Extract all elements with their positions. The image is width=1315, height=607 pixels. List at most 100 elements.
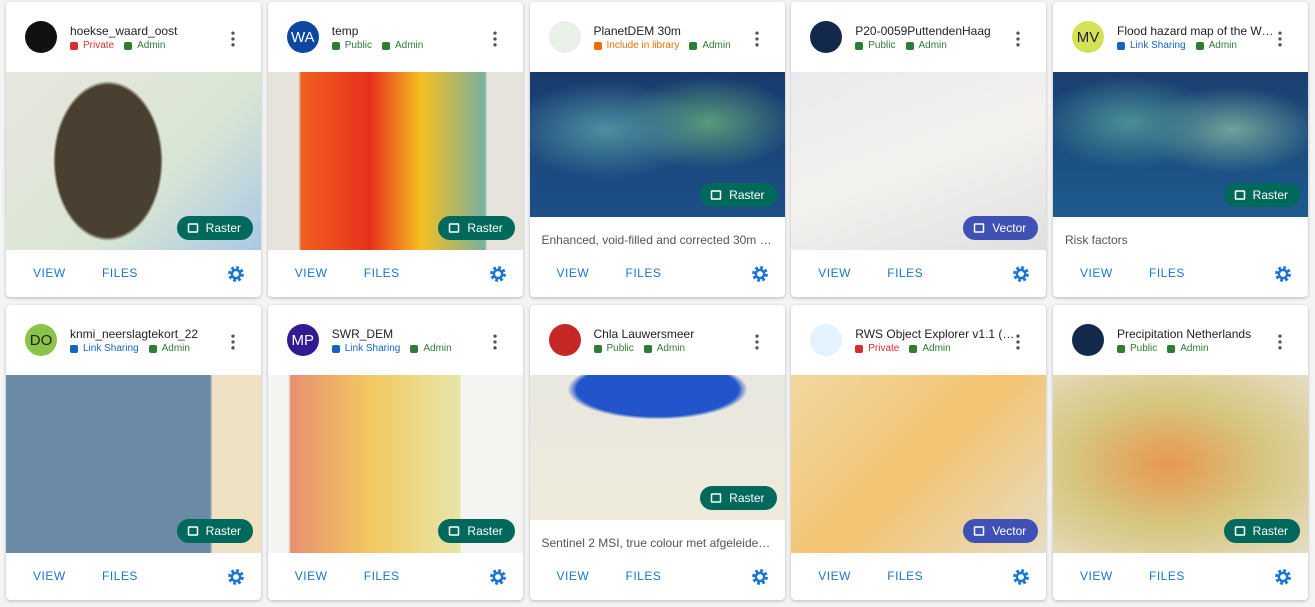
type-label: Raster [1252, 524, 1288, 538]
badge: Link Sharing [70, 343, 139, 354]
menu-button[interactable] [485, 332, 505, 352]
badge-icon [1117, 344, 1125, 353]
avatar: MV [1072, 21, 1104, 53]
settings-button[interactable] [1273, 264, 1293, 284]
card-header: MV Flood hazard map of the World Link Shar… [1053, 2, 1308, 72]
badge-icon [1195, 41, 1204, 50]
badge-icon [593, 41, 602, 50]
action-button[interactable]: VIEW [556, 266, 590, 280]
card-header: Chla Lauwersmeer Public Admin [530, 305, 785, 375]
thumbnail: Raster [267, 72, 523, 250]
action-button[interactable]: VIEW [33, 569, 66, 583]
type-chip: Raster [176, 216, 253, 240]
description: Risk factors [1065, 233, 1128, 247]
settings-button[interactable] [226, 567, 246, 587]
action-button[interactable]: FILES [887, 569, 924, 583]
badge-label: Link Sharing [83, 343, 139, 354]
thumbnail: Raster [529, 72, 785, 217]
badge-icon [331, 41, 340, 50]
thumbnail: Raster [529, 375, 785, 520]
card-actions: VIEW FILES [1053, 552, 1308, 600]
description: Sentinel 2 MSI, true colour met afgeleid… [541, 536, 785, 550]
badge: Admin [689, 40, 731, 51]
action-button[interactable]: FILES [363, 569, 400, 583]
action-button[interactable]: VIEW [556, 569, 590, 583]
card-header: WA temp Public Admin [268, 2, 523, 72]
card-actions: VIEW FILES [268, 552, 523, 600]
type-chip: Raster [176, 519, 253, 543]
action-button[interactable]: FILES [102, 266, 138, 280]
badge-label: Public [344, 40, 372, 51]
badge: Public [855, 40, 896, 51]
badges: Include in library Admin [593, 40, 764, 51]
action-button[interactable]: VIEW [294, 569, 328, 583]
badge-icon [689, 41, 698, 50]
thumbnail: Vector [791, 375, 1047, 553]
badge-label: Public [1130, 343, 1158, 354]
menu-button[interactable] [747, 29, 767, 49]
action-button[interactable]: FILES [625, 569, 662, 583]
action-button[interactable]: VIEW [818, 569, 851, 583]
card: MV Flood hazard map of the World Link Shar… [1053, 2, 1308, 297]
menu-button[interactable] [223, 29, 243, 49]
badge-icon [909, 344, 918, 353]
badge-label: Admin [1180, 343, 1209, 354]
settings-button[interactable] [226, 264, 246, 284]
settings-button[interactable] [488, 567, 508, 587]
settings-button[interactable] [1011, 264, 1031, 284]
badges: Public Admin [855, 40, 1025, 51]
settings-button[interactable] [1273, 567, 1293, 587]
type-icon [1234, 526, 1245, 536]
type-icon [973, 223, 985, 233]
badge-icon [124, 41, 133, 50]
avatar [548, 21, 581, 53]
action-button[interactable]: FILES [625, 266, 662, 280]
type-chip: Raster [438, 519, 515, 543]
badge-icon [148, 344, 157, 353]
badges: Private Admin [855, 343, 1025, 354]
action-button[interactable]: VIEW [1080, 569, 1113, 583]
type-chip: Raster [700, 183, 777, 207]
badge-label: Admin [161, 343, 190, 354]
badge: Admin [148, 343, 190, 354]
badges: Public Admin [331, 40, 502, 51]
menu-button[interactable] [747, 332, 767, 352]
badge-label: Admin [395, 40, 424, 51]
action-button[interactable]: FILES [102, 569, 138, 583]
action-button[interactable]: FILES [887, 266, 924, 280]
menu-button[interactable] [1270, 332, 1290, 352]
badge-icon [1167, 344, 1176, 353]
badge: Admin [124, 40, 165, 51]
card-header: MP SWR_DEM Link Sharing Admin [268, 305, 523, 375]
badge-icon [643, 344, 652, 353]
card-actions: VIEW FILES [791, 249, 1046, 297]
menu-button[interactable] [223, 332, 243, 352]
settings-button[interactable] [750, 264, 770, 284]
action-button[interactable]: VIEW [294, 266, 328, 280]
card-header: RWS Object Explorer v1.1 (Sensar) Private… [791, 305, 1046, 375]
badge: Admin [909, 343, 951, 354]
menu-button[interactable] [485, 29, 505, 49]
action-button[interactable]: FILES [363, 266, 400, 280]
badge-icon [331, 344, 340, 353]
card: P20-0059PuttendenHaag Public Admin Vector VI… [791, 2, 1047, 297]
action-button[interactable]: VIEW [33, 266, 66, 280]
menu-button[interactable] [1270, 29, 1290, 49]
settings-button[interactable] [1011, 567, 1031, 587]
settings-button[interactable] [488, 264, 508, 284]
settings-button[interactable] [750, 567, 770, 587]
menu-button[interactable] [1008, 332, 1028, 352]
card: RWS Object Explorer v1.1 (Sensar) Private… [791, 305, 1047, 600]
badge-icon [905, 41, 914, 50]
card-header: P20-0059PuttendenHaag Public Admin [791, 2, 1046, 72]
type-chip: Raster [700, 486, 777, 510]
action-button[interactable]: FILES [1149, 569, 1185, 583]
action-button[interactable]: VIEW [1080, 266, 1113, 280]
menu-button[interactable] [1008, 29, 1028, 49]
badge-icon [855, 41, 864, 50]
type-label: Vector [992, 524, 1027, 538]
action-button[interactable]: VIEW [818, 266, 851, 280]
card-title: temp [331, 24, 359, 38]
action-button[interactable]: FILES [1149, 266, 1185, 280]
